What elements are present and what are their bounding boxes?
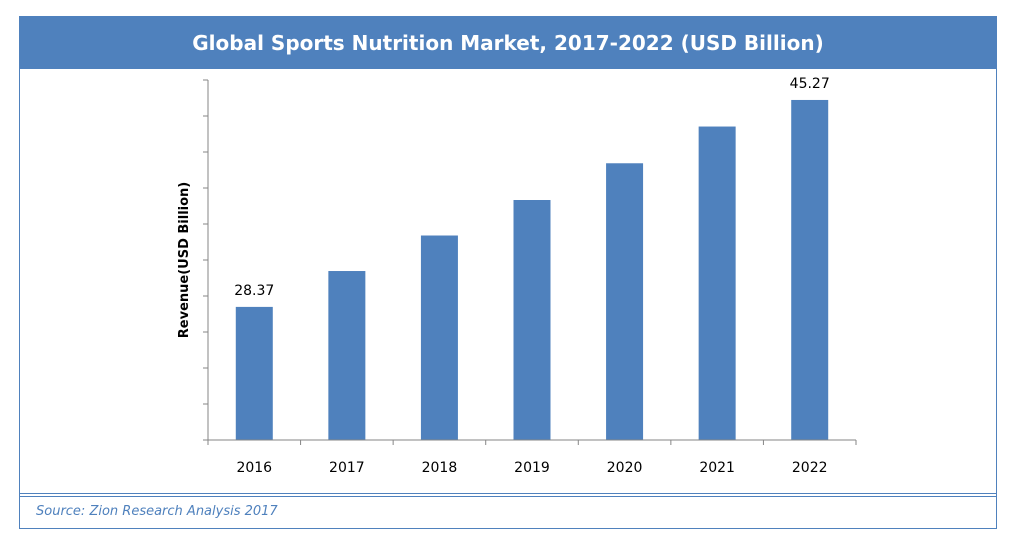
data-label-2022: 45.27 [790, 76, 830, 92]
x-tick-label-2020: 2020 [607, 460, 643, 476]
bar-2022 [791, 99, 829, 441]
chart-title: Global Sports Nutrition Market, 2017-202… [20, 17, 996, 69]
y-axis-label: Revenue(USD Billion) [177, 182, 192, 338]
bar-2021 [698, 126, 736, 440]
x-tick-label-2018: 2018 [422, 460, 458, 476]
axes-layer: 2016 2017 2018 2019 2020 2021 2022 [203, 79, 857, 476]
bar-2018 [420, 235, 458, 440]
chart-frame: Global Sports Nutrition Market, 2017-202… [19, 16, 997, 529]
x-tick-label-2019: 2019 [514, 460, 550, 476]
bars-layer: 28.37 45.27 [234, 76, 830, 441]
bar-2016 [235, 306, 273, 440]
bar-2020 [606, 163, 644, 440]
source-note: Source: Zion Research Analysis 2017 [36, 504, 278, 519]
footer-divider [19, 493, 997, 494]
x-tick-label-2017: 2017 [329, 460, 365, 476]
data-label-2016: 28.37 [234, 283, 274, 299]
x-tick-label-2021: 2021 [699, 460, 735, 476]
x-tick-label-2016: 2016 [236, 460, 272, 476]
x-tick-label-2022: 2022 [792, 460, 828, 476]
bar-2017 [328, 271, 366, 440]
footer-divider-2 [19, 496, 997, 497]
bar-2019 [513, 200, 551, 440]
